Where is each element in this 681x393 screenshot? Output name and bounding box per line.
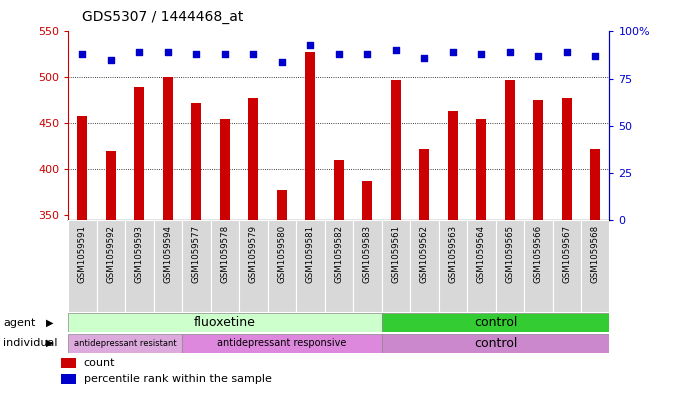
Text: GSM1059581: GSM1059581 xyxy=(306,225,315,283)
Text: GSM1059594: GSM1059594 xyxy=(163,225,172,283)
Text: GSM1059591: GSM1059591 xyxy=(78,225,87,283)
Text: GSM1059577: GSM1059577 xyxy=(192,225,201,283)
Bar xyxy=(125,220,154,312)
Text: GSM1059592: GSM1059592 xyxy=(106,225,115,283)
Point xyxy=(533,53,543,59)
Bar xyxy=(182,334,381,353)
Bar xyxy=(410,220,439,312)
Text: antidepressant resistant: antidepressant resistant xyxy=(74,339,176,347)
Bar xyxy=(61,358,76,368)
Text: percentile rank within the sample: percentile rank within the sample xyxy=(84,374,272,384)
Bar xyxy=(296,220,325,312)
Text: fluoxetine: fluoxetine xyxy=(194,316,256,329)
Text: GSM1059563: GSM1059563 xyxy=(448,225,457,283)
Text: GSM1059578: GSM1059578 xyxy=(221,225,229,283)
Bar xyxy=(163,77,173,220)
Bar xyxy=(154,220,182,312)
Bar xyxy=(505,80,515,220)
Text: GDS5307 / 1444468_at: GDS5307 / 1444468_at xyxy=(82,10,243,24)
Bar xyxy=(476,119,486,220)
Bar xyxy=(381,313,609,332)
Bar xyxy=(305,52,315,220)
Bar xyxy=(581,220,609,312)
Bar xyxy=(590,149,600,220)
Text: individual: individual xyxy=(3,338,58,348)
Point xyxy=(590,53,601,59)
Bar xyxy=(97,220,125,312)
Text: antidepressant responsive: antidepressant responsive xyxy=(217,338,347,348)
Point xyxy=(561,49,572,55)
Point xyxy=(305,42,316,48)
Point xyxy=(106,57,116,63)
Point xyxy=(447,49,458,55)
Text: ▶: ▶ xyxy=(46,318,54,328)
Point xyxy=(248,51,259,57)
Bar xyxy=(239,220,268,312)
Bar xyxy=(191,103,202,220)
Bar xyxy=(220,119,229,220)
Point xyxy=(476,51,487,57)
Bar xyxy=(419,149,429,220)
Bar xyxy=(182,220,210,312)
Bar xyxy=(68,313,381,332)
Text: GSM1059582: GSM1059582 xyxy=(334,225,343,283)
Bar xyxy=(381,220,410,312)
Point xyxy=(134,49,145,55)
Bar xyxy=(552,220,581,312)
Bar xyxy=(106,151,116,220)
Point xyxy=(276,59,287,65)
Text: control: control xyxy=(474,336,517,350)
Bar xyxy=(362,180,373,220)
Point xyxy=(77,51,88,57)
Text: GSM1059566: GSM1059566 xyxy=(534,225,543,283)
Bar xyxy=(210,220,239,312)
Point xyxy=(419,55,430,61)
Text: GSM1059583: GSM1059583 xyxy=(363,225,372,283)
Text: control: control xyxy=(474,316,517,329)
Bar xyxy=(78,116,87,220)
Bar xyxy=(533,101,543,220)
Point xyxy=(390,47,401,53)
Point xyxy=(191,51,202,57)
Text: count: count xyxy=(84,358,115,368)
Text: GSM1059593: GSM1059593 xyxy=(135,225,144,283)
Bar xyxy=(334,160,344,220)
Text: GSM1059565: GSM1059565 xyxy=(505,225,514,283)
Text: GSM1059561: GSM1059561 xyxy=(392,225,400,283)
Bar xyxy=(268,220,296,312)
Point xyxy=(219,51,230,57)
Bar xyxy=(562,98,572,220)
Bar xyxy=(249,98,258,220)
Bar xyxy=(68,220,97,312)
Text: agent: agent xyxy=(3,318,36,328)
Text: GSM1059579: GSM1059579 xyxy=(249,225,258,283)
Bar xyxy=(496,220,524,312)
Text: GSM1059580: GSM1059580 xyxy=(277,225,286,283)
Bar xyxy=(134,86,144,220)
Point xyxy=(162,49,173,55)
Bar xyxy=(448,112,458,220)
Text: ▶: ▶ xyxy=(46,338,54,348)
Text: GSM1059562: GSM1059562 xyxy=(419,225,429,283)
Point xyxy=(505,49,516,55)
Text: GSM1059568: GSM1059568 xyxy=(590,225,600,283)
Text: GSM1059567: GSM1059567 xyxy=(563,225,571,283)
Bar xyxy=(68,334,182,353)
Bar xyxy=(439,220,467,312)
Bar xyxy=(61,374,76,384)
Bar xyxy=(381,334,609,353)
Bar xyxy=(325,220,353,312)
Point xyxy=(362,51,373,57)
Bar xyxy=(391,80,401,220)
Text: GSM1059564: GSM1059564 xyxy=(477,225,486,283)
Bar xyxy=(353,220,381,312)
Bar xyxy=(467,220,496,312)
Bar xyxy=(276,190,287,220)
Point xyxy=(333,51,344,57)
Bar xyxy=(524,220,552,312)
